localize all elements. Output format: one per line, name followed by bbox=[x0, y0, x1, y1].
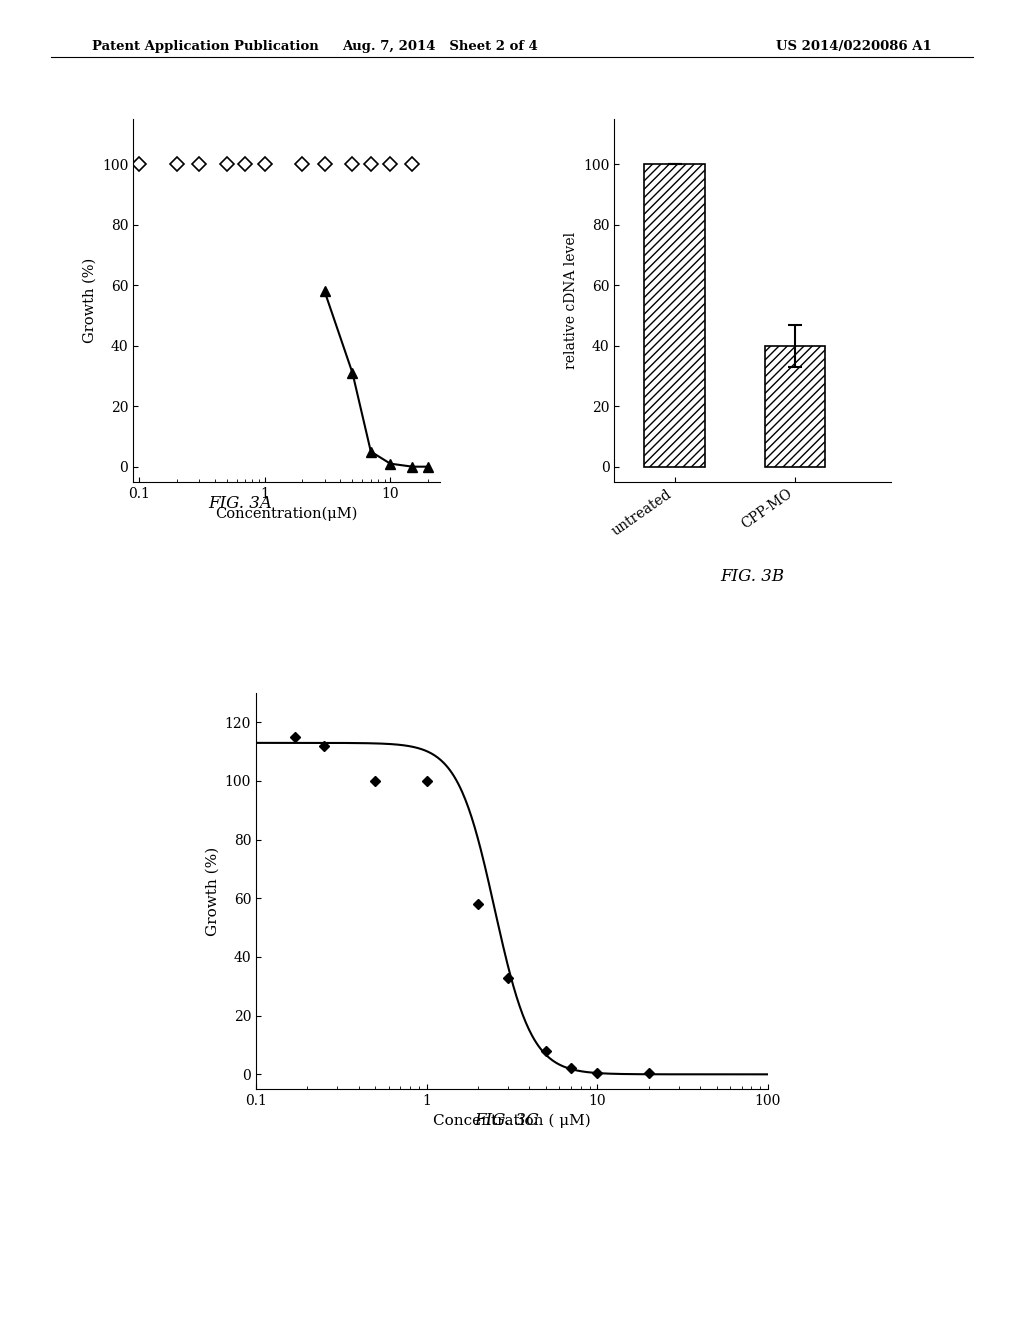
X-axis label: Concentration(μM): Concentration(μM) bbox=[215, 506, 358, 520]
Y-axis label: relative cDNA level: relative cDNA level bbox=[563, 232, 578, 368]
Text: FIG. 3C: FIG. 3C bbox=[474, 1111, 540, 1129]
Text: FIG. 3B: FIG. 3B bbox=[721, 568, 784, 585]
X-axis label: Concentration ( μM): Concentration ( μM) bbox=[433, 1113, 591, 1127]
Text: Patent Application Publication: Patent Application Publication bbox=[92, 40, 318, 53]
Y-axis label: Growth (%): Growth (%) bbox=[82, 257, 96, 343]
Bar bbox=[765, 346, 824, 467]
Y-axis label: Growth (%): Growth (%) bbox=[205, 846, 219, 936]
Text: FIG. 3A: FIG. 3A bbox=[209, 495, 272, 512]
Text: US 2014/0220086 A1: US 2014/0220086 A1 bbox=[776, 40, 932, 53]
Bar bbox=[644, 164, 705, 467]
Text: Aug. 7, 2014   Sheet 2 of 4: Aug. 7, 2014 Sheet 2 of 4 bbox=[342, 40, 539, 53]
